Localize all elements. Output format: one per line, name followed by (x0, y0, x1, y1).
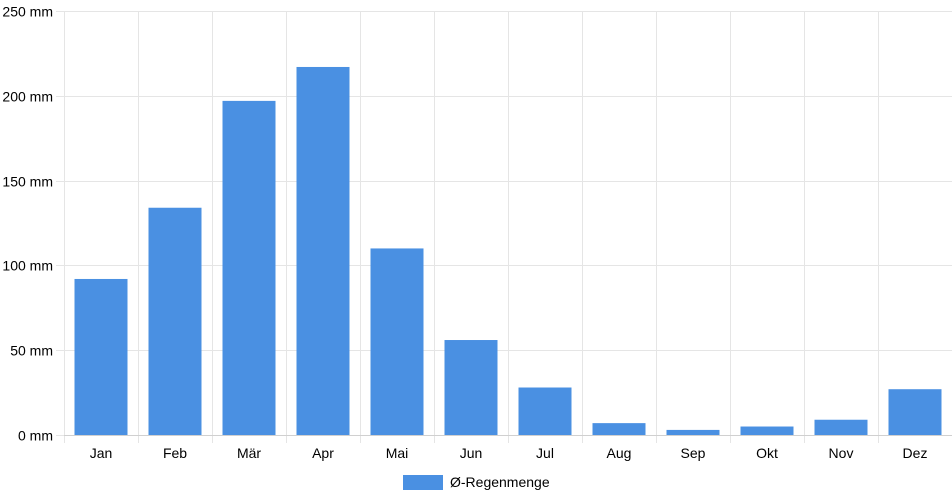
x-tick-label: Nov (829, 445, 854, 461)
x-tick-label: Aug (607, 445, 632, 461)
y-tick-label: 100 mm (2, 258, 53, 274)
bar[interactable] (814, 419, 868, 435)
bar[interactable] (666, 429, 720, 435)
bar[interactable] (888, 389, 942, 435)
x-tick-label: Mär (237, 445, 261, 461)
bar[interactable] (148, 207, 202, 435)
y-tick-label: 200 mm (2, 89, 53, 105)
y-axis-tick-labels: 0 mm 50 mm 100 mm 150 mm 200 mm 250 mm (2, 4, 53, 444)
bar[interactable] (518, 387, 572, 435)
x-tick-label: Jul (536, 445, 554, 461)
legend-swatch[interactable] (403, 475, 443, 490)
x-tick-label: Okt (756, 445, 778, 461)
y-tick-label: 0 mm (18, 428, 53, 444)
x-tick-label: Apr (312, 445, 334, 461)
chart-grid (56, 11, 952, 443)
bar[interactable] (222, 100, 276, 435)
x-tick-label: Feb (163, 445, 187, 461)
bar[interactable] (592, 423, 646, 435)
x-tick-label: Dez (903, 445, 928, 461)
bar[interactable] (74, 278, 128, 435)
x-tick-label: Jan (90, 445, 113, 461)
legend-label[interactable]: Ø-Regenmenge (450, 474, 550, 490)
bar-series (74, 66, 942, 435)
y-tick-label: 150 mm (2, 174, 53, 190)
chart-legend[interactable]: Ø-Regenmenge (403, 474, 550, 490)
bar[interactable] (370, 248, 424, 435)
x-tick-label: Mai (386, 445, 409, 461)
y-tick-label: 50 mm (10, 343, 53, 359)
bar[interactable] (296, 66, 350, 435)
y-tick-label: 250 mm (2, 4, 53, 20)
x-tick-label: Sep (681, 445, 706, 461)
bar[interactable] (444, 340, 498, 435)
x-axis-tick-labels: Jan Feb Mär Apr Mai Jun Jul Aug Sep Okt Nov Dez (90, 445, 928, 461)
x-tick-label: Jun (460, 445, 483, 461)
bar[interactable] (740, 426, 794, 435)
